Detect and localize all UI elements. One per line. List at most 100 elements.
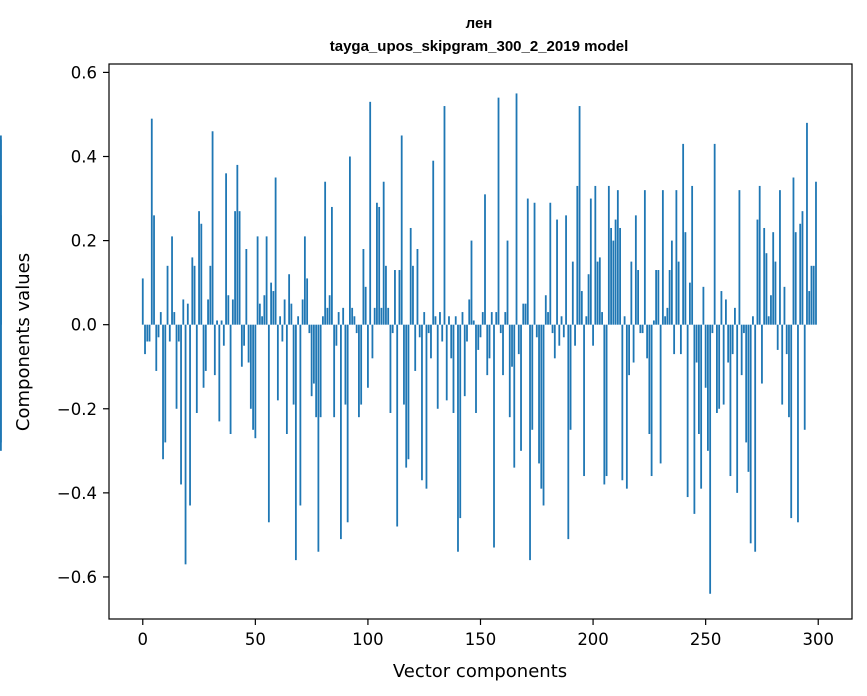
bar bbox=[448, 316, 450, 325]
bar bbox=[522, 303, 525, 325]
bar bbox=[517, 324, 520, 355]
bar bbox=[535, 324, 538, 338]
bar bbox=[698, 324, 700, 434]
bar bbox=[720, 291, 723, 325]
bar bbox=[619, 227, 621, 325]
bar bbox=[808, 291, 811, 325]
bar bbox=[639, 324, 642, 334]
bar bbox=[657, 270, 660, 325]
bar bbox=[684, 232, 687, 325]
bar bbox=[189, 324, 191, 506]
bar bbox=[740, 324, 743, 376]
bar bbox=[632, 324, 635, 363]
bar bbox=[159, 312, 162, 325]
bar bbox=[571, 261, 574, 325]
bar bbox=[506, 240, 509, 325]
bar bbox=[806, 122, 808, 325]
bar bbox=[222, 324, 225, 346]
bar bbox=[340, 324, 342, 540]
bar bbox=[355, 324, 358, 334]
bar bbox=[623, 316, 626, 325]
bar bbox=[166, 265, 169, 325]
bar bbox=[400, 135, 403, 325]
bar bbox=[290, 303, 293, 325]
bar bbox=[794, 232, 797, 325]
bar bbox=[344, 324, 347, 405]
bar bbox=[243, 324, 245, 346]
bar bbox=[150, 118, 153, 325]
bar bbox=[589, 198, 592, 325]
bar bbox=[578, 106, 581, 325]
bar bbox=[213, 324, 216, 376]
bar bbox=[643, 190, 646, 325]
bar bbox=[328, 295, 331, 325]
bar bbox=[540, 324, 543, 489]
bar bbox=[625, 324, 628, 489]
bar bbox=[472, 320, 475, 325]
bar bbox=[803, 324, 806, 430]
bar bbox=[621, 324, 624, 481]
bar bbox=[612, 240, 615, 325]
bar bbox=[358, 324, 360, 418]
bar bbox=[324, 181, 327, 325]
bar bbox=[542, 324, 545, 506]
bar bbox=[254, 324, 257, 439]
bar bbox=[544, 295, 547, 325]
bar bbox=[427, 324, 430, 334]
bar bbox=[198, 211, 200, 325]
bar bbox=[317, 324, 320, 552]
bar bbox=[731, 324, 734, 355]
bar bbox=[432, 160, 435, 325]
bar bbox=[258, 303, 261, 325]
bar bbox=[670, 240, 673, 325]
bar bbox=[182, 299, 185, 325]
y-tick-label: 0.2 bbox=[71, 232, 97, 251]
bar bbox=[238, 211, 241, 325]
bar bbox=[607, 185, 610, 325]
bar bbox=[594, 185, 597, 325]
bar bbox=[502, 324, 504, 376]
bar bbox=[141, 278, 144, 325]
bar bbox=[477, 324, 480, 350]
bar bbox=[556, 219, 558, 325]
bar bbox=[761, 324, 763, 384]
bar bbox=[418, 324, 421, 338]
x-tick-label: 250 bbox=[690, 630, 722, 649]
bar bbox=[722, 324, 725, 405]
bar bbox=[659, 324, 662, 464]
bar bbox=[745, 324, 748, 443]
bar bbox=[781, 324, 784, 405]
bar bbox=[155, 324, 158, 371]
bar bbox=[727, 324, 730, 363]
bar bbox=[481, 312, 484, 325]
x-axis-label: Vector components bbox=[393, 661, 567, 682]
bar bbox=[495, 312, 498, 325]
bar bbox=[175, 324, 178, 409]
bar bbox=[459, 324, 462, 519]
bar bbox=[763, 227, 766, 325]
bar bbox=[360, 324, 363, 405]
bar bbox=[513, 324, 516, 468]
bar bbox=[380, 307, 383, 325]
bar bbox=[461, 312, 464, 325]
bar bbox=[652, 320, 655, 325]
bar bbox=[312, 324, 315, 384]
bar bbox=[524, 303, 527, 325]
bar bbox=[770, 295, 772, 325]
bar bbox=[799, 223, 802, 325]
bar bbox=[596, 261, 599, 325]
bar bbox=[668, 270, 671, 325]
bar bbox=[479, 324, 482, 338]
bar bbox=[371, 324, 374, 359]
bar bbox=[574, 324, 576, 346]
bar bbox=[337, 312, 340, 325]
x-tick-label: 100 bbox=[352, 630, 384, 649]
bar bbox=[211, 131, 214, 325]
bar bbox=[252, 324, 254, 430]
bar bbox=[634, 215, 637, 325]
bar bbox=[738, 190, 741, 325]
bar bbox=[682, 143, 685, 325]
bar bbox=[195, 324, 198, 413]
bar bbox=[225, 173, 227, 325]
